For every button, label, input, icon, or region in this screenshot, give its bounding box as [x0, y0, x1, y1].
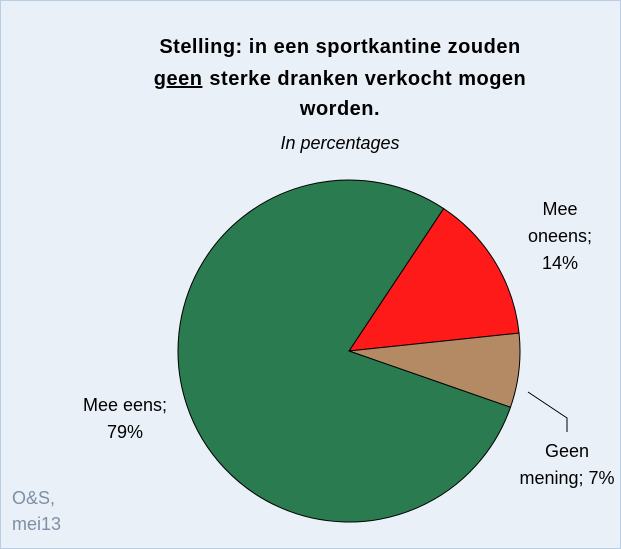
chart-title: worden.: [299, 98, 380, 120]
title-text: worden.: [299, 98, 380, 120]
leader-line: [527, 391, 568, 432]
title-text: Stelling: in een sportkantine zouden: [159, 36, 520, 58]
chart-title: Stelling: in een sportkantine zouden: [159, 36, 520, 58]
pie-slice: [177, 179, 512, 523]
pie-slice: [347, 207, 520, 352]
data-label: Mee oneens; 14%: [528, 199, 592, 273]
title-text: geen: [154, 68, 203, 90]
chart-subtitle: In percentages: [280, 133, 399, 153]
chart-title: geen sterke dranken verkocht mogen: [154, 68, 527, 90]
data-label: Geen mening; 7%: [519, 441, 614, 488]
title-text: sterke dranken verkocht mogen: [209, 68, 526, 90]
source: O&S,: [12, 488, 55, 508]
data-label: Mee eens; 79%: [83, 395, 167, 442]
source: mei13: [12, 514, 61, 534]
